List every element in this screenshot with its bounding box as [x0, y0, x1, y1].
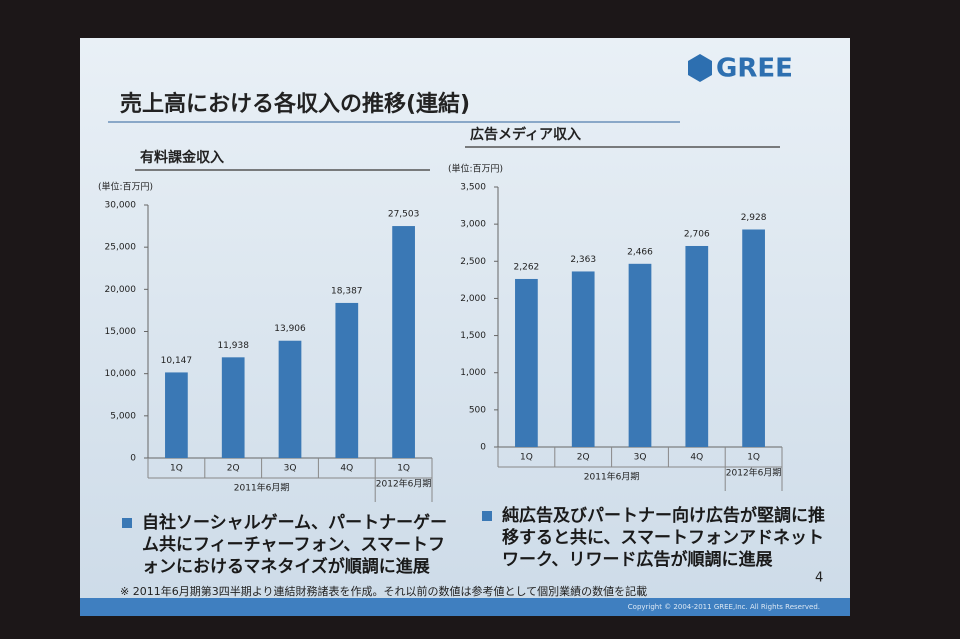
group-label: 2011年6月期 [584, 471, 640, 483]
y-tick-label: 3,000 [460, 220, 486, 230]
bar [165, 372, 188, 458]
unit-label: (単位:百万円) [448, 163, 503, 175]
unit-label: (単位:百万円) [98, 181, 153, 193]
value-label: 27,503 [388, 210, 420, 220]
group-label: 2011年6月期 [234, 482, 290, 494]
logo-hex [688, 54, 712, 82]
value-label: 13,906 [274, 324, 306, 334]
footer-band [80, 598, 850, 616]
x-tick-label: 2Q [577, 453, 590, 463]
value-label: 11,938 [217, 341, 249, 351]
y-tick-label: 30,000 [105, 201, 137, 211]
bar [392, 226, 415, 458]
bar [742, 229, 765, 447]
y-tick-label: 15,000 [105, 327, 137, 337]
value-label: 2,363 [570, 255, 596, 265]
value-label: 2,466 [627, 247, 653, 257]
bar [515, 278, 538, 447]
y-tick-label: 10,000 [105, 369, 137, 379]
x-tick-label: 3Q [634, 453, 647, 463]
value-label: 18,387 [331, 286, 363, 296]
bullet: 自社ソーシャルゲーム、パートナーゲーム共にフィーチャーフォン、スマートフォンにお… [120, 512, 460, 578]
chart-title: 広告メディア収入 [470, 126, 581, 143]
value-label: 2,928 [741, 213, 767, 223]
bar [628, 263, 652, 447]
logo: GREE [716, 54, 793, 84]
x-tick-label: 1Q [397, 464, 410, 474]
copyright: Copyright © 2004-2011 GREE,Inc. All Righ… [628, 603, 820, 611]
x-tick-label: 4Q [690, 453, 703, 463]
slide [80, 38, 850, 616]
value-label: 2,262 [514, 262, 540, 272]
y-tick-label: 20,000 [105, 285, 137, 295]
x-tick-label: 4Q [340, 464, 353, 474]
footnote: ※ 2011年6月期第3四半期より連結財務諸表を作成。それ以前の数値は参考値とし… [120, 584, 647, 598]
page-number: 4 [815, 571, 823, 586]
group-label: 2012年6月期 [726, 467, 782, 479]
y-tick-label: 1,000 [460, 368, 486, 378]
y-tick-label: 500 [469, 405, 486, 415]
x-tick-label: 1Q [520, 453, 533, 463]
y-tick-label: 2,000 [460, 294, 486, 304]
value-label: 10,147 [161, 356, 193, 366]
bullet: 純広告及びパートナー向け広告が堅調に推移すると共に、スマートフォンアドネットワー… [480, 505, 840, 571]
y-tick-label: 25,000 [105, 243, 137, 253]
x-tick-label: 3Q [284, 464, 297, 474]
x-tick-label: 2Q [227, 464, 240, 474]
y-tick-label: 5,000 [110, 411, 136, 421]
x-tick-label: 1Q [747, 453, 760, 463]
value-label: 2,706 [684, 229, 710, 239]
bullet-box: 自社ソーシャルゲーム、パートナーゲーム共にフィーチャーフォン、スマートフォンにお… [120, 512, 460, 578]
y-tick-label: 0 [130, 454, 136, 464]
group-label: 2012年6月期 [376, 478, 432, 490]
bar [685, 245, 709, 447]
y-tick-label: 1,500 [460, 331, 486, 341]
y-tick-label: 2,500 [460, 257, 486, 267]
slide-title: 売上高における各収入の推移(連結) [120, 91, 470, 117]
bar [221, 357, 245, 458]
bar [278, 340, 302, 458]
bar [335, 302, 359, 458]
x-tick-label: 1Q [170, 464, 183, 474]
y-tick-label: 0 [480, 443, 486, 453]
bar [571, 271, 595, 447]
chart-title: 有料課金収入 [140, 149, 224, 166]
y-tick-label: 3,500 [460, 183, 486, 193]
bullet-box: 純広告及びパートナー向け広告が堅調に推移すると共に、スマートフォンアドネットワー… [480, 505, 840, 571]
